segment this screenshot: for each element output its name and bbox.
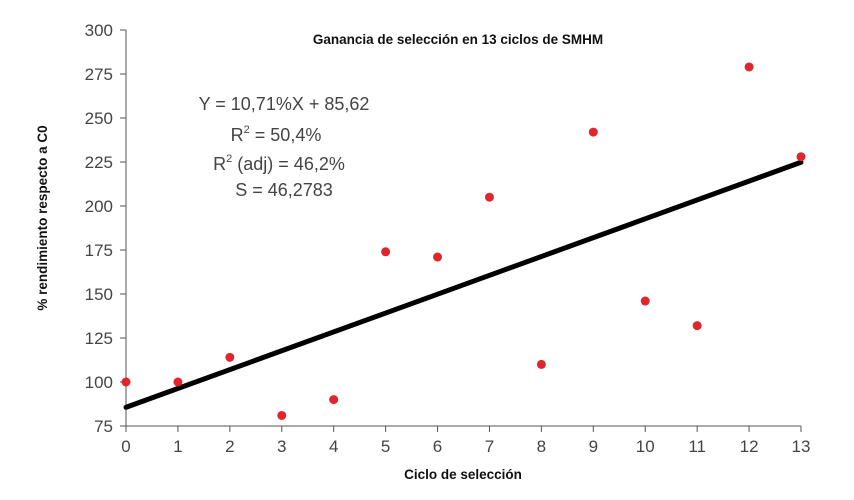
x-tick-label: 12 <box>740 437 759 456</box>
x-tick-label: 13 <box>792 437 811 456</box>
y-tick-label: 225 <box>85 153 113 172</box>
x-tick-label: 1 <box>173 437 182 456</box>
x-tick-label: 8 <box>537 437 546 456</box>
data-point <box>744 62 754 72</box>
data-point <box>433 252 443 262</box>
y-tick-label: 200 <box>85 197 113 216</box>
regression-line <box>123 159 804 410</box>
r-squared-adj-line: R2 (adj) = 46,2% <box>213 153 345 174</box>
y-tick-label: 100 <box>85 373 113 392</box>
y-tick-label: 75 <box>94 417 113 436</box>
x-tick-label: 3 <box>277 437 286 456</box>
data-point <box>225 352 235 362</box>
data-point <box>692 321 702 331</box>
y-axis-title: % rendimiento respecto a C0 <box>35 125 50 310</box>
data-point <box>173 377 183 387</box>
y-tick-label: 275 <box>85 65 113 84</box>
equation-line: Y = 10,71%X + 85,62 <box>199 94 370 114</box>
data-point <box>329 395 339 405</box>
regression-line-group <box>123 159 804 410</box>
y-tick-label: 125 <box>85 329 113 348</box>
x-tick-label: 11 <box>688 437 706 456</box>
x-tick-label: 7 <box>485 437 494 456</box>
x-axis: 0 1 2 3 4 5 6 7 8 9 10 11 12 13 <box>121 425 811 456</box>
y-tick-label: 300 <box>85 21 113 40</box>
data-point <box>121 377 131 387</box>
y-tick-label: 175 <box>85 241 113 260</box>
data-point <box>277 410 287 420</box>
data-point <box>640 296 650 306</box>
regression-equation: Y = 10,71%X + 85,62 R2 = 50,4% R2 (adj) … <box>199 94 370 200</box>
s-line: S = 46,2783 <box>235 180 333 200</box>
x-tick-label: 5 <box>381 437 390 456</box>
data-point <box>381 247 391 257</box>
x-tick-label: 10 <box>636 437 655 456</box>
x-tick-label: 2 <box>225 437 234 456</box>
x-tick-label: 4 <box>329 437 338 456</box>
data-point <box>796 152 806 162</box>
data-point <box>588 127 598 137</box>
y-tick-label: 150 <box>85 285 113 304</box>
x-tick-label: 9 <box>589 437 598 456</box>
data-points <box>121 62 806 420</box>
data-point <box>536 359 546 369</box>
chart-title: Ganancia de selección en 13 ciclos de SM… <box>313 32 603 47</box>
data-point <box>484 192 494 202</box>
y-tick-label: 250 <box>85 109 113 128</box>
x-axis-title: Ciclo de selección <box>404 467 522 482</box>
x-tick-label: 0 <box>121 437 130 456</box>
y-axis: 75 100 125 150 175 200 225 250 275 300 <box>85 21 127 436</box>
x-tick-label: 6 <box>433 437 442 456</box>
r-squared-line: R2 = 50,4% <box>231 124 322 145</box>
